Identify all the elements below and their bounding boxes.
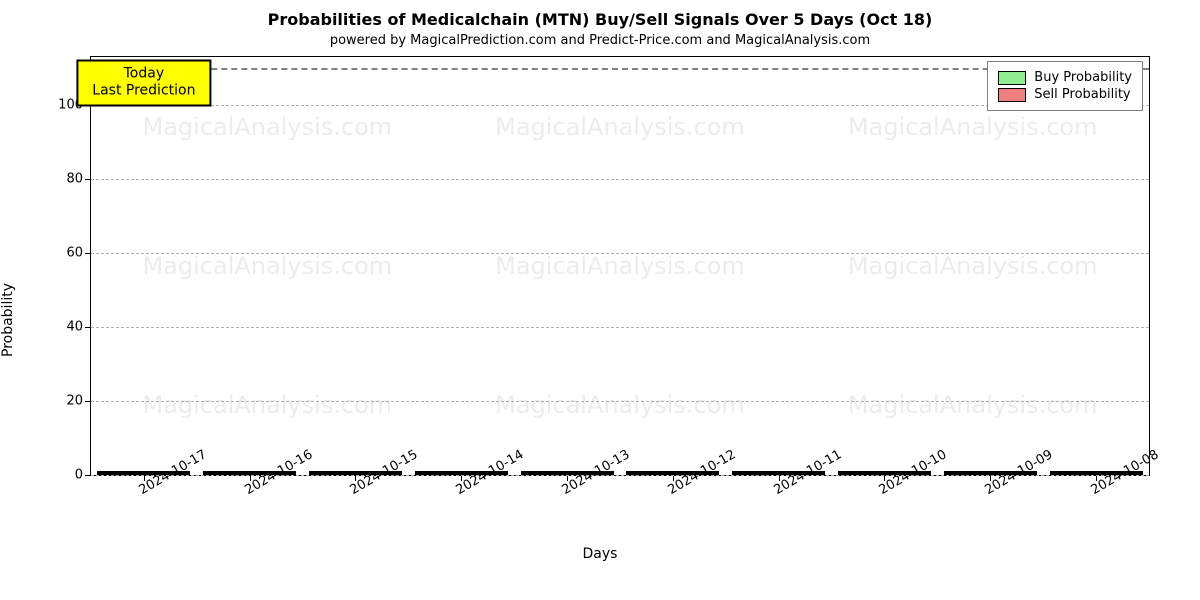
y-tick-label: 60 [66,246,83,261]
y-tick-label: 0 [75,468,83,483]
y-gridline [91,327,1149,328]
y-tick-label: 80 [66,172,83,187]
legend-swatch [998,88,1026,102]
y-gridline [91,253,1149,254]
chart-subtitle: powered by MagicalPrediction.com and Pre… [30,33,1170,48]
chart-title: Probabilities of Medicalchain (MTN) Buy/… [30,10,1170,29]
chart-container: Probabilities of Medicalchain (MTN) Buy/… [0,0,1200,600]
bar-slot: 2024-10-08 [1043,57,1149,475]
bar-slot: 2024-10-14 [408,57,514,475]
legend-swatch [998,71,1026,85]
y-tick [85,475,91,476]
legend-item: Buy Probability [998,70,1132,85]
y-tick-label: 20 [66,394,83,409]
y-tick [85,253,91,254]
x-axis-label: Days [30,546,1170,562]
y-gridline [91,475,1149,476]
y-gridline [91,401,1149,402]
plot-area: MagicalAnalysis.comMagicalAnalysis.comMa… [90,56,1150,476]
bars-row: 2024-10-172024-10-162024-10-152024-10-14… [91,57,1149,475]
y-tick [85,401,91,402]
y-axis-label: Probability [0,283,16,357]
y-gridline [91,179,1149,180]
legend-label: Sell Probability [1034,87,1130,102]
bar-slot: 2024-10-13 [514,57,620,475]
legend-item: Sell Probability [998,87,1132,102]
bar-slot: 2024-10-09 [937,57,1043,475]
legend: Buy Probability Sell Probability [987,61,1143,111]
bar-slot: 2024-10-15 [303,57,409,475]
bar-slot: 2024-10-11 [726,57,832,475]
y-tick [85,179,91,180]
bar-slot: 2024-10-17 [91,57,197,475]
bar-slot: 2024-10-12 [620,57,726,475]
y-tick [85,327,91,328]
bar-slot: 2024-10-16 [197,57,303,475]
y-tick-label: 40 [66,320,83,335]
legend-label: Buy Probability [1034,70,1132,85]
bar-slot: 2024-10-10 [832,57,938,475]
today-annotation: TodayLast Prediction [76,59,211,106]
